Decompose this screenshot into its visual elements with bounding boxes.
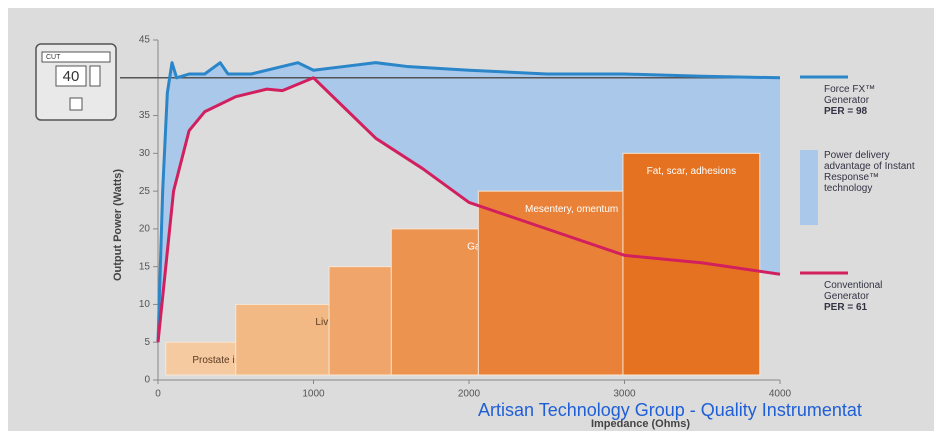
series-line xyxy=(156,76,781,343)
x-tick-label: 3000 xyxy=(613,389,636,400)
legend-entry: Power delivery advantage of Instant Resp… xyxy=(824,150,919,194)
y-axis-title: Output Power (Watts) xyxy=(112,169,124,281)
legend-entry: Force FX™ Generator PER = 98 xyxy=(824,84,914,117)
y-tick-label: 30 xyxy=(139,148,151,159)
device-button xyxy=(69,97,83,111)
y-tick-label: 10 xyxy=(139,299,151,310)
x-tick-label: 2000 xyxy=(458,389,481,400)
tissue-band xyxy=(622,152,761,376)
device-header xyxy=(41,51,111,63)
device-icon: CUT 40 xyxy=(35,43,117,121)
y-tick-label: 0 xyxy=(144,375,150,386)
legend-entry: Conventional Generator PER = 61 xyxy=(824,280,914,313)
legend-swatch xyxy=(800,150,818,225)
series-line xyxy=(156,61,781,343)
y-tick-label: 25 xyxy=(139,186,151,197)
watermark: Artisan Technology Group - Quality Instr… xyxy=(478,400,862,420)
legend-label: Force FX™ Generator xyxy=(824,84,876,106)
device-button xyxy=(89,65,101,87)
x-axis-title: Impedance (Ohms) xyxy=(591,418,690,430)
band-label: Fat, scar, adhesions xyxy=(647,166,737,177)
band-label: Mesentery, omentum xyxy=(525,204,618,215)
y-tick-label: 45 xyxy=(139,35,151,46)
y-tick-label: 20 xyxy=(139,224,151,235)
y-tick-label: 5 xyxy=(144,337,150,348)
legend-note: PER = 98 xyxy=(824,106,868,117)
x-tick-label: 0 xyxy=(155,389,161,400)
legend-label: Power delivery advantage of Instant Resp… xyxy=(824,150,915,194)
advantage-area xyxy=(158,62,780,343)
legend-note: PER = 61 xyxy=(824,302,868,313)
device-display: 40 xyxy=(63,68,80,85)
y-tick-label: 35 xyxy=(139,110,151,121)
x-tick-label: 4000 xyxy=(769,389,792,400)
legend-label: Conventional Generator xyxy=(824,280,883,302)
device-mode: CUT xyxy=(46,54,61,61)
y-tick-label: 15 xyxy=(139,261,151,272)
device-screen xyxy=(55,65,87,87)
x-tick-label: 1000 xyxy=(302,389,325,400)
